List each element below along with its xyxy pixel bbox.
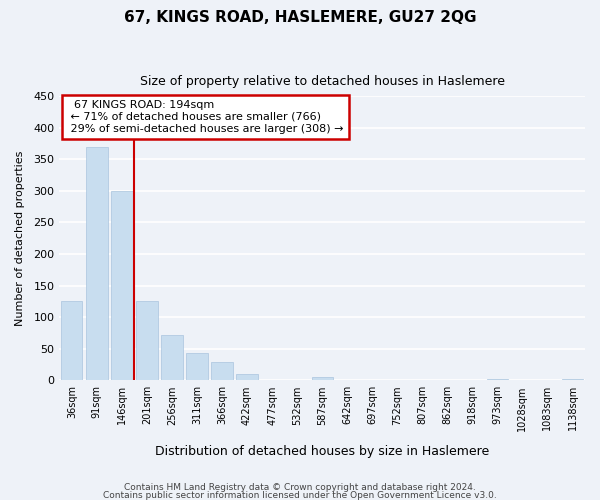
Bar xyxy=(562,379,583,380)
Bar xyxy=(86,146,107,380)
Title: Size of property relative to detached houses in Haslemere: Size of property relative to detached ho… xyxy=(140,75,505,88)
Bar xyxy=(487,379,508,380)
Text: 67, KINGS ROAD, HASLEMERE, GU27 2QG: 67, KINGS ROAD, HASLEMERE, GU27 2QG xyxy=(124,10,476,25)
Text: 67 KINGS ROAD: 194sqm  
 ← 71% of detached houses are smaller (766)
 29% of semi: 67 KINGS ROAD: 194sqm ← 71% of detached … xyxy=(67,100,344,134)
Bar xyxy=(311,377,333,380)
Bar xyxy=(136,302,158,380)
Bar xyxy=(161,335,182,380)
Bar xyxy=(61,302,82,380)
Text: Contains public sector information licensed under the Open Government Licence v3: Contains public sector information licen… xyxy=(103,491,497,500)
X-axis label: Distribution of detached houses by size in Haslemere: Distribution of detached houses by size … xyxy=(155,444,489,458)
Bar xyxy=(236,374,258,380)
Bar xyxy=(111,191,133,380)
Bar xyxy=(187,352,208,380)
Text: Contains HM Land Registry data © Crown copyright and database right 2024.: Contains HM Land Registry data © Crown c… xyxy=(124,484,476,492)
Bar xyxy=(211,362,233,380)
Y-axis label: Number of detached properties: Number of detached properties xyxy=(15,150,25,326)
